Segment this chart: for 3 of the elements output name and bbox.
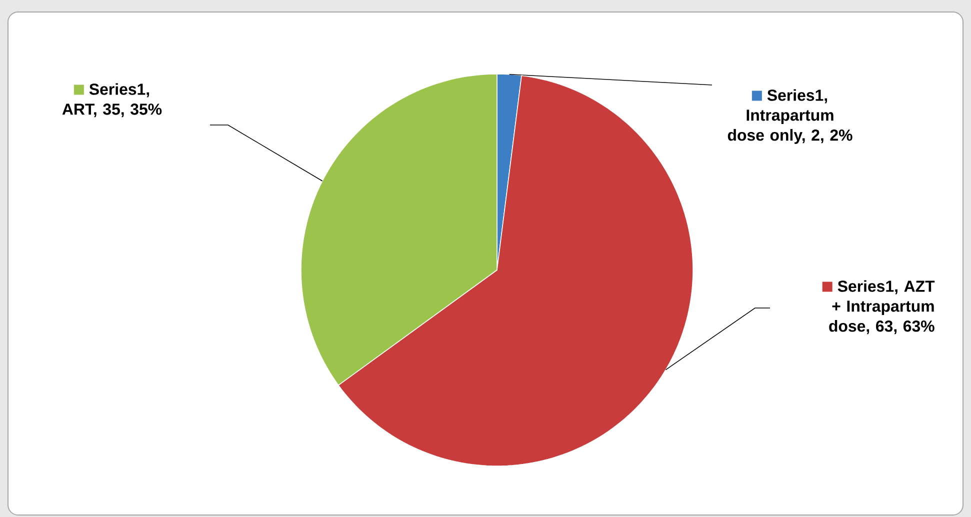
legend-label: Series1, Intrapartum dose only, 2, 2% bbox=[728, 89, 852, 144]
legend-label: Series1, AZT + Intrapartum dose, 63, 63% bbox=[829, 280, 935, 334]
legend-label: Series1, ART, 35, 35% bbox=[62, 83, 162, 118]
